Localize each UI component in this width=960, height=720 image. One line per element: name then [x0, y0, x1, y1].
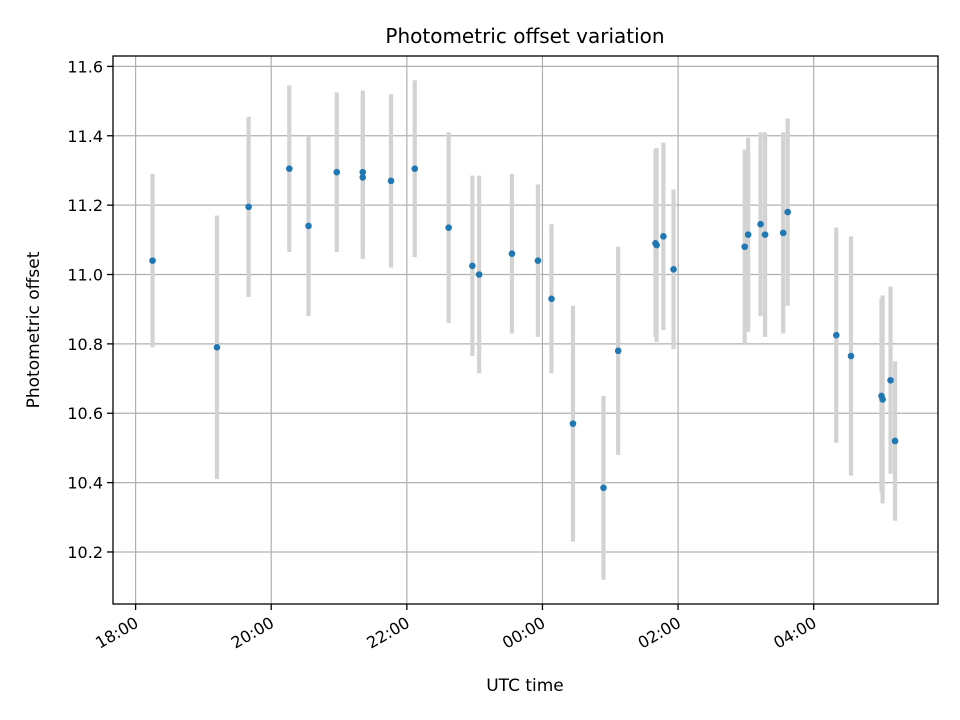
data-point: [879, 396, 886, 403]
y-tick-label: 11.0: [67, 266, 103, 285]
y-tick-label: 11.4: [67, 127, 103, 146]
data-point: [614, 347, 622, 355]
data-point: [600, 484, 607, 492]
data-point: [653, 241, 660, 249]
data-point: [359, 168, 367, 176]
x-tick-label: 04:00: [770, 613, 819, 653]
data-point: [548, 295, 555, 303]
data-point: [469, 262, 476, 270]
y-tick-label: 10.6: [67, 404, 103, 423]
x-axis-label: UTC time: [486, 676, 564, 696]
plot-frame: [112, 55, 939, 605]
data-point: [534, 257, 542, 264]
data-point: [660, 233, 667, 240]
y-tick-label: 10.4: [67, 474, 103, 493]
data-point: [887, 376, 894, 384]
data-point: [847, 352, 855, 360]
grid: [113, 56, 938, 604]
x-tick-label: 00:00: [499, 613, 548, 653]
y-axis-ticks: 10.2 10.4 10.6 10.8 11.0 11.2 11.4 11.6: [67, 57, 113, 562]
y-axis-label: Photometric offset: [24, 251, 44, 408]
x-tick-label: 20:00: [228, 613, 277, 653]
data-point: [508, 250, 516, 257]
data-point: [475, 271, 483, 278]
data-point: [387, 177, 395, 185]
data-points: [149, 165, 899, 492]
data-point: [245, 203, 252, 211]
x-tick-label: 02:00: [635, 613, 684, 653]
y-tick-label: 11.2: [67, 196, 103, 215]
data-point: [784, 208, 791, 216]
data-point: [670, 266, 677, 273]
data-point: [411, 165, 419, 173]
x-axis-ticks: 18:00 20:00 22:00 00:00 02:00 04:00: [92, 604, 820, 653]
x-tick-label: 18:00: [92, 613, 141, 653]
data-point: [832, 331, 840, 339]
data-point: [757, 220, 764, 228]
data-point: [891, 437, 899, 445]
data-point: [445, 224, 452, 231]
y-tick-label: 10.8: [67, 335, 103, 354]
data-point: [213, 344, 221, 351]
error-bars: [150, 80, 898, 580]
data-point: [149, 257, 156, 264]
data-point: [779, 229, 787, 237]
data-point: [761, 231, 769, 238]
data-point: [333, 168, 341, 176]
data-point: [305, 222, 312, 230]
y-tick-label: 10.2: [67, 543, 103, 562]
chart-title: Photometric offset variation: [385, 24, 664, 48]
data-point: [359, 174, 367, 181]
data-point: [569, 420, 577, 427]
y-tick-label: 11.6: [67, 57, 103, 76]
data-point: [744, 231, 752, 238]
x-tick-label: 22:00: [363, 613, 412, 653]
data-point: [741, 243, 749, 251]
data-point: [286, 165, 293, 173]
